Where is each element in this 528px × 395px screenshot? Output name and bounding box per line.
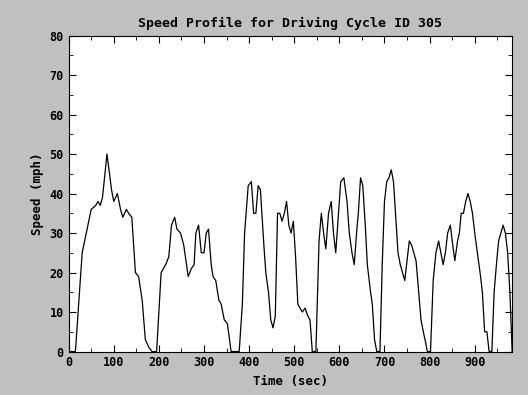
Y-axis label: Speed (mph): Speed (mph) [31,152,44,235]
Title: Speed Profile for Driving Cycle ID 305: Speed Profile for Driving Cycle ID 305 [138,17,442,30]
X-axis label: Time (sec): Time (sec) [253,375,328,388]
